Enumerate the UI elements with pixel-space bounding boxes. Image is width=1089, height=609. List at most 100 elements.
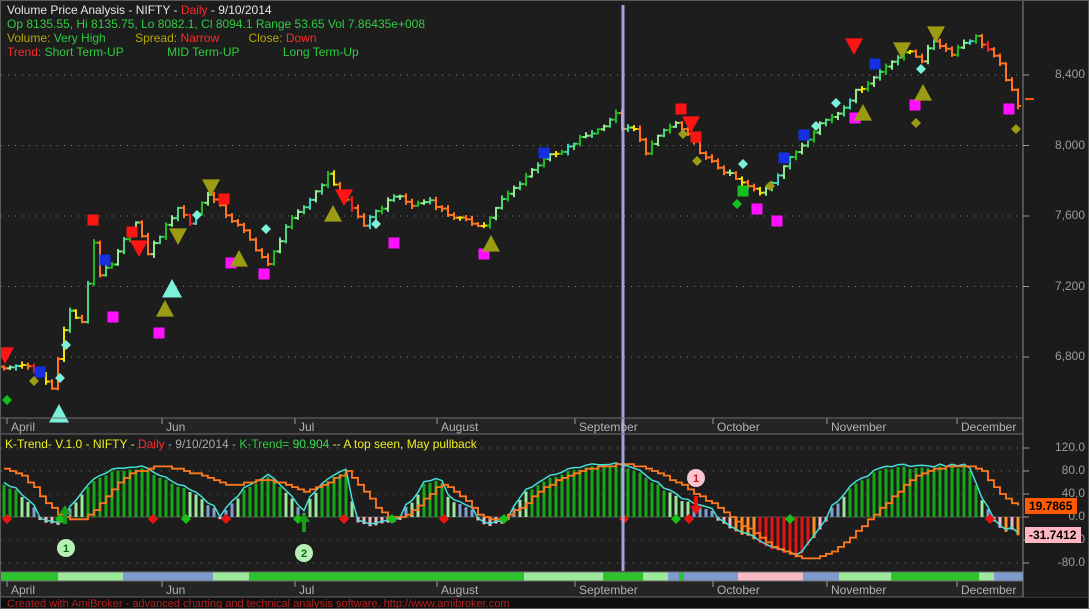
ktrend-bar [494,517,498,524]
month-label: October [717,583,760,597]
olive-triangle-down-marker [202,179,220,196]
trend-ribbon-segment [123,572,213,581]
month-label: September [579,420,638,434]
ktrend-bar [770,517,774,550]
ktrend-bar [926,468,930,517]
ktrend-green-diamond-marker [55,514,65,524]
ktrend-bar [596,466,600,517]
ktrend-bar [656,484,660,517]
price-xaxis-strip [1,418,1023,434]
olive-diamond-marker [692,156,702,166]
month-label: April [11,583,36,597]
ktrend-bar [572,469,576,517]
price-axis-label: 8,400 [1054,67,1085,81]
ktrend-bar [146,470,150,517]
ktrend-bar [332,477,336,517]
cyan-diamond-marker [55,373,65,383]
ktrend-bar [458,504,462,517]
ktrend-bar [968,470,972,517]
ktrend-bar [674,495,678,517]
ktrend-bar [128,469,132,517]
ktrend-bar [194,494,198,517]
month-label: September [579,583,638,597]
sell-arrow-down-icon [690,496,702,515]
ktrend-bar [152,474,156,517]
ktrend-xaxis-strip [1,581,1023,597]
ktrend-bar [266,476,270,517]
ktrend-bar [854,483,858,517]
ktrend-bar [452,502,456,517]
ktrend-bar [326,481,330,517]
blue-square-marker [34,366,46,378]
olive-triangle-up-marker [854,104,872,121]
ktrend-bar [932,469,936,517]
ktrend-bar [398,517,402,520]
ktrend-bar [290,498,294,517]
ktrend-green-diamond-marker [499,514,509,524]
month-label: August [441,420,479,434]
ktrend-bar [698,507,702,517]
magenta-square-marker [388,237,400,249]
ktrend-bar [626,468,630,517]
ktrend-bar [836,503,840,517]
ktrend-bar [860,480,864,517]
ktrend-green-diamond-marker [785,514,795,524]
ktrend-bar [644,477,648,517]
olive-diamond-marker [678,129,688,139]
ktrend-bar [842,496,846,517]
ktrend-bar [848,488,852,517]
ktrend-bar [566,471,570,517]
ktrend-bar [314,492,318,517]
ktrend-bar [578,469,582,517]
ktrend-bar [974,485,978,517]
cyan-diamond-marker [261,224,271,234]
trend-ribbon-segment [803,572,839,581]
ktrend-bar [1010,517,1014,530]
ktrend-bar [440,482,444,517]
ktrend-red-diamond-marker [339,514,349,524]
circled-number-badge [295,544,313,562]
blue-square-marker [538,147,550,159]
ktrend-bar [92,481,96,517]
ktrend-bar [950,466,954,517]
ktrend-bar [86,487,90,517]
olive-triangle-down-marker [169,228,187,245]
ktrend-bar [554,476,558,517]
ktrend-bar [188,491,192,517]
ktrend-bar [374,517,378,526]
red-square-marker [87,214,99,226]
ktrend-bar [404,506,408,517]
ktrend-bar [434,480,438,517]
ktrend-bar [632,470,636,517]
ktrend-green-diamond-marker [181,514,191,524]
ktrend-axis-label: -80.0 [1057,555,1085,569]
trend-ribbon-segment [213,572,249,581]
ktrend-axis-label: 120.0 [1054,440,1085,454]
red-triangle-down-marker [682,116,700,133]
red-square-marker [675,103,687,115]
cyan-diamond-marker [61,340,71,350]
ktrend-bar [20,497,24,517]
ktrend-bar [956,468,960,517]
ktrend-bar [482,517,486,525]
ktrend-bar [608,466,612,517]
ktrend-bar [320,485,324,517]
olive-triangle-up-marker [914,84,932,101]
crosshair-line[interactable] [621,5,625,571]
ktrend-bar [920,467,924,517]
ktrend-bar [998,517,1002,528]
ktrend-bar [704,508,708,517]
ktrend-bar [908,468,912,517]
ktrend-red-diamond-marker [148,514,158,524]
month-label: October [717,420,760,434]
ktrend-green-diamond-marker [671,514,681,524]
ktrend-red-diamond-marker [2,514,12,524]
ktrend-bar [818,517,822,530]
ktrend-bar [350,501,354,517]
olive-diamond-marker [911,118,921,128]
ktrend-bar [254,483,258,517]
ktrend-bar [362,517,366,525]
ktrend-bar [446,496,450,517]
